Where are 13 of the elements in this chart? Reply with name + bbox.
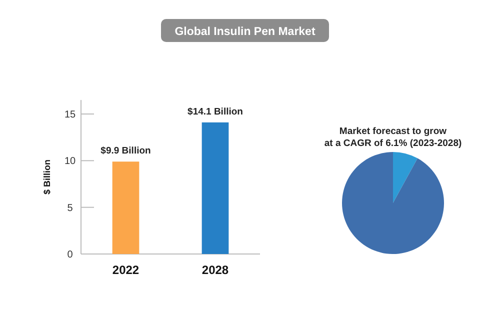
pie-slice bbox=[393, 152, 418, 203]
y-tick-label: 0 bbox=[67, 250, 74, 260]
y-tick-label: 15 bbox=[64, 110, 76, 120]
pie-slice bbox=[342, 152, 444, 254]
y-axis-title: $ Billion bbox=[42, 159, 52, 195]
chart-title: Market forecast to grow at a CAGR of 6.1% (2023-2028) bbox=[324, 126, 462, 149]
data-label: $9.9 Billion bbox=[100, 146, 152, 157]
data-label: $14.1 Billion bbox=[188, 106, 244, 118]
chart-title: Global Insulin Pen Market bbox=[174, 26, 316, 38]
x-tick-label: 2022 bbox=[112, 263, 140, 277]
y-tick-label: 5 bbox=[67, 202, 74, 214]
y-tick-label: 10 bbox=[64, 156, 76, 168]
x-tick-label: 2028 bbox=[202, 263, 229, 277]
